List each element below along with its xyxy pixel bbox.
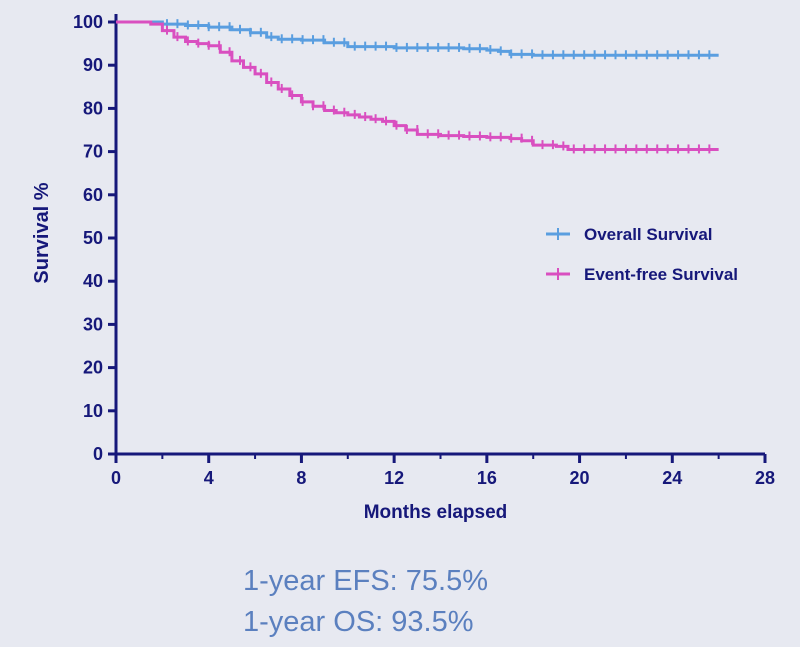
y-tick-label: 50 (83, 228, 103, 248)
censor-marks-2 (165, 25, 711, 154)
y-tick-label: 0 (93, 444, 103, 464)
x-tick-label: 12 (384, 468, 404, 488)
y-tick-label: 80 (83, 98, 103, 118)
x-tick-label: 8 (296, 468, 306, 488)
x-tick-label: 24 (662, 468, 682, 488)
y-tick-label: 100 (73, 12, 103, 32)
y-axis-title: Survival % (31, 182, 53, 283)
os-stat: 1-year OS: 93.5% (243, 606, 474, 638)
y-tick-label: 70 (83, 142, 103, 162)
series-line-1 (116, 20, 719, 57)
legend-label-2: Event-free Survival (584, 265, 738, 284)
x-tick-label: 16 (477, 468, 497, 488)
x-axis-title: Months elapsed (364, 502, 508, 523)
efs-stat: 1-year EFS: 75.5% (243, 565, 488, 597)
censor-marks-1 (165, 19, 711, 60)
y-tick-label: 20 (83, 358, 103, 378)
y-tick-label: 60 (83, 185, 103, 205)
x-tick-label: 0 (111, 468, 121, 488)
y-tick-label: 40 (83, 271, 103, 291)
x-tick-label: 20 (570, 468, 590, 488)
y-tick-label: 30 (83, 314, 103, 334)
y-tick-label: 10 (83, 401, 103, 421)
x-tick-label: 4 (204, 468, 214, 488)
y-tick-label: 90 (83, 55, 103, 75)
survival-chart: 0 10 20 30 40 50 60 70 80 90 100 0 4 8 12 16 20 24 28 Month… (31, 12, 775, 523)
legend-label-1: Overall Survival (584, 225, 713, 244)
x-tick-label: 28 (755, 468, 775, 488)
